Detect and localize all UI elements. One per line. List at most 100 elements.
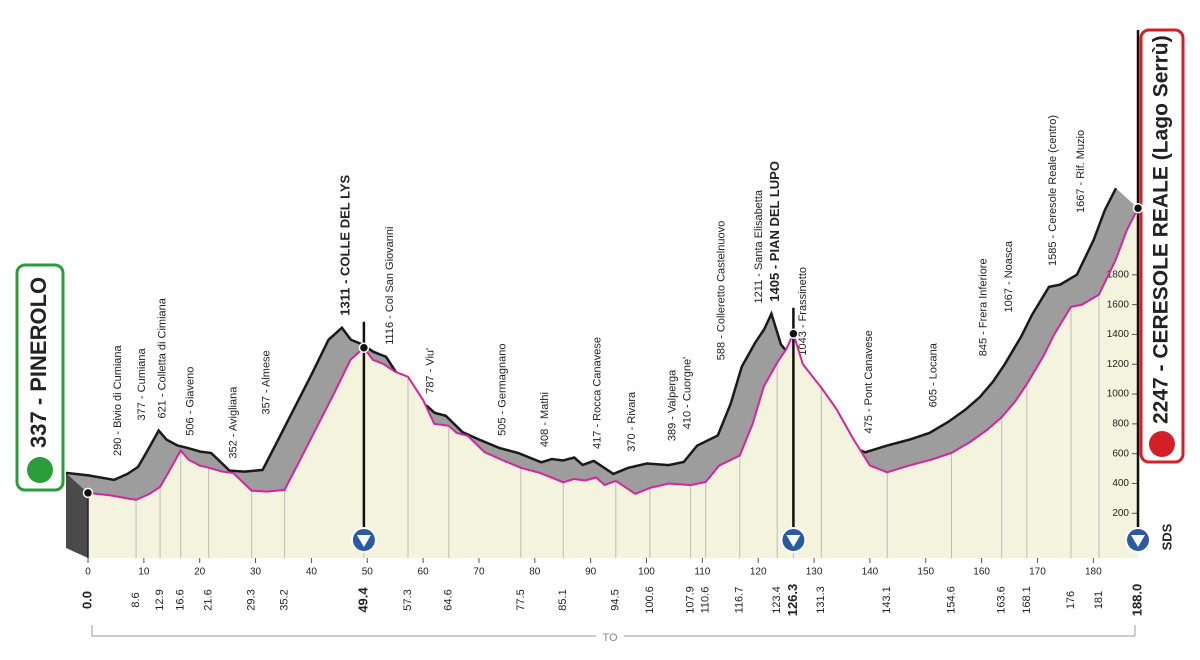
km-label: 168.1 — [1021, 586, 1033, 614]
waypoint-label: 377 - Cumiana — [136, 347, 148, 420]
start-icon — [27, 457, 53, 483]
y-tick-label: 1400 — [1107, 329, 1130, 340]
x-tick-label: 100 — [638, 567, 655, 578]
waypoint-label: 410 - Cuorgne' — [682, 357, 694, 429]
climb-marker-arrow — [356, 535, 371, 547]
km-label: 110.6 — [700, 587, 712, 614]
waypoint-label: 1667 - Rif. Muzio — [1075, 130, 1087, 213]
waypoint-label: 1116 - Col San Giovanni — [384, 227, 396, 345]
x-tick-label: 50 — [362, 567, 374, 578]
km-label: 100.6 — [644, 586, 656, 614]
waypoint-label: 389 - Valperga — [667, 369, 679, 441]
x-tick-label: 120 — [750, 567, 767, 578]
y-tick-label: 800 — [1112, 419, 1129, 430]
waypoint-label: 588 - Colleretto Castelnuovo — [716, 221, 728, 360]
point-dot — [358, 342, 370, 353]
waypoint-label: 505 - Germagnano — [497, 343, 509, 435]
climb-marker-arrow — [786, 535, 801, 547]
profile-area — [88, 208, 1138, 558]
km-label: 163.6 — [996, 586, 1008, 614]
logo: SDS — [1159, 523, 1174, 550]
km-label: 35.2 — [279, 589, 291, 610]
x-tick-label: 180 — [1085, 567, 1102, 578]
waypoint-label: 605 - Locana — [927, 342, 939, 407]
x-tick-label: 80 — [529, 567, 541, 578]
km-label: 0.0 — [79, 591, 94, 609]
start-panel — [15, 263, 65, 492]
x-tick-label: 10 — [138, 567, 150, 578]
x-tick-label: 130 — [806, 567, 823, 578]
km-label: 64.6 — [443, 589, 455, 610]
point-dot — [82, 487, 94, 499]
waypoint-label: 475 - Pont Canavese — [863, 330, 875, 433]
x-tick-label: 150 — [917, 567, 934, 578]
waypoint-label: 1211 - Santa Elisabetta — [753, 189, 765, 303]
x-tick-label: 140 — [862, 567, 879, 578]
waypoint-label: 370 - Rivara — [626, 391, 638, 452]
x-tick-label: 170 — [1029, 567, 1046, 578]
km-label: 176 — [1065, 591, 1077, 609]
km-label: 107.9 — [685, 586, 697, 614]
km-label: 85.1 — [557, 589, 569, 610]
finish-icon — [1149, 431, 1175, 457]
km-label: 21.6 — [203, 589, 215, 610]
x-tick-label: 70 — [473, 567, 485, 578]
waypoint-label: 352 - Avigliana — [228, 386, 240, 459]
km-label: 16.6 — [175, 589, 187, 610]
waypoint-label: 290 - Bivio di Cumiana — [112, 344, 124, 456]
finish-marker-arrow — [1131, 535, 1145, 547]
km-label: 116.7 — [734, 587, 746, 614]
waypoint-label: 1043 - Frassinetto — [797, 267, 809, 356]
y-tick-label: 400 — [1112, 478, 1129, 489]
start-label: 337 - PINEROLO — [26, 277, 51, 448]
climb-label: 1311 - COLLE DEL LYS — [337, 174, 352, 315]
waypoint-label: 357 - Almese — [261, 350, 273, 414]
y-tick-label: 1800 — [1107, 269, 1130, 280]
km-label: 123.4 — [771, 586, 783, 614]
x-tick-label: 160 — [973, 567, 990, 578]
km-label: 94.5 — [610, 589, 622, 610]
waypoint-label: 621 - Colletta di Cimiana — [157, 297, 169, 418]
km-label: 29.3 — [246, 589, 258, 610]
finish-panel — [1139, 28, 1185, 464]
km-label: 57.3 — [402, 589, 414, 610]
climb-label: 1405 - PIAN DEL LUPO — [767, 161, 782, 302]
y-tick-label: 600 — [1112, 448, 1129, 459]
profile-top-line — [65, 187, 1118, 482]
y-tick-label: 1600 — [1107, 299, 1130, 310]
km-label: 188.0 — [1129, 584, 1144, 617]
x-tick-label: 40 — [306, 567, 318, 578]
point-dot — [788, 328, 799, 339]
x-tick-label: 30 — [250, 567, 262, 578]
km-label: 126.3 — [785, 584, 800, 617]
profile-line — [87, 207, 1139, 501]
x-tick-label: 60 — [418, 567, 430, 578]
km-label: 181 — [1093, 591, 1105, 609]
profile-side — [66, 472, 88, 558]
x-tick-label: 90 — [585, 567, 597, 578]
km-label: 154.6 — [945, 586, 957, 614]
x-tick-label: 110 — [694, 567, 710, 578]
waypoint-label: 417 - Rocca Canavese — [592, 337, 604, 449]
waypoint-label: 845 - Frera Inferiore — [978, 258, 990, 356]
x-tick-label: 0 — [85, 567, 91, 578]
km-label: 8.6 — [130, 592, 142, 607]
waypoint-label: 787 - Viu' — [425, 348, 437, 394]
y-tick-label: 200 — [1112, 508, 1129, 519]
waypoint-label: 1067 - Noasca — [1003, 240, 1015, 312]
waypoint-label: 1585 - Ceresole Reale (centro) — [1047, 115, 1059, 266]
bracket-gap — [596, 630, 624, 644]
finish-label: 2247 - CERESOLE REALE (Lago Serrù) — [1150, 35, 1173, 424]
km-label: 49.4 — [355, 587, 370, 613]
y-tick-label: 1000 — [1107, 389, 1130, 400]
km-label: 12.9 — [154, 589, 166, 610]
km-label: 143.1 — [881, 586, 893, 614]
x-tick-label: 20 — [194, 567, 206, 578]
province: TO — [602, 632, 618, 644]
point-dot — [1132, 202, 1144, 214]
km-label: 77.5 — [515, 589, 527, 610]
waypoint-label: 506 - Giaveno — [185, 367, 197, 436]
km-label: 131.3 — [815, 586, 827, 614]
waypoint-label: 408 - Mathi — [539, 392, 551, 447]
